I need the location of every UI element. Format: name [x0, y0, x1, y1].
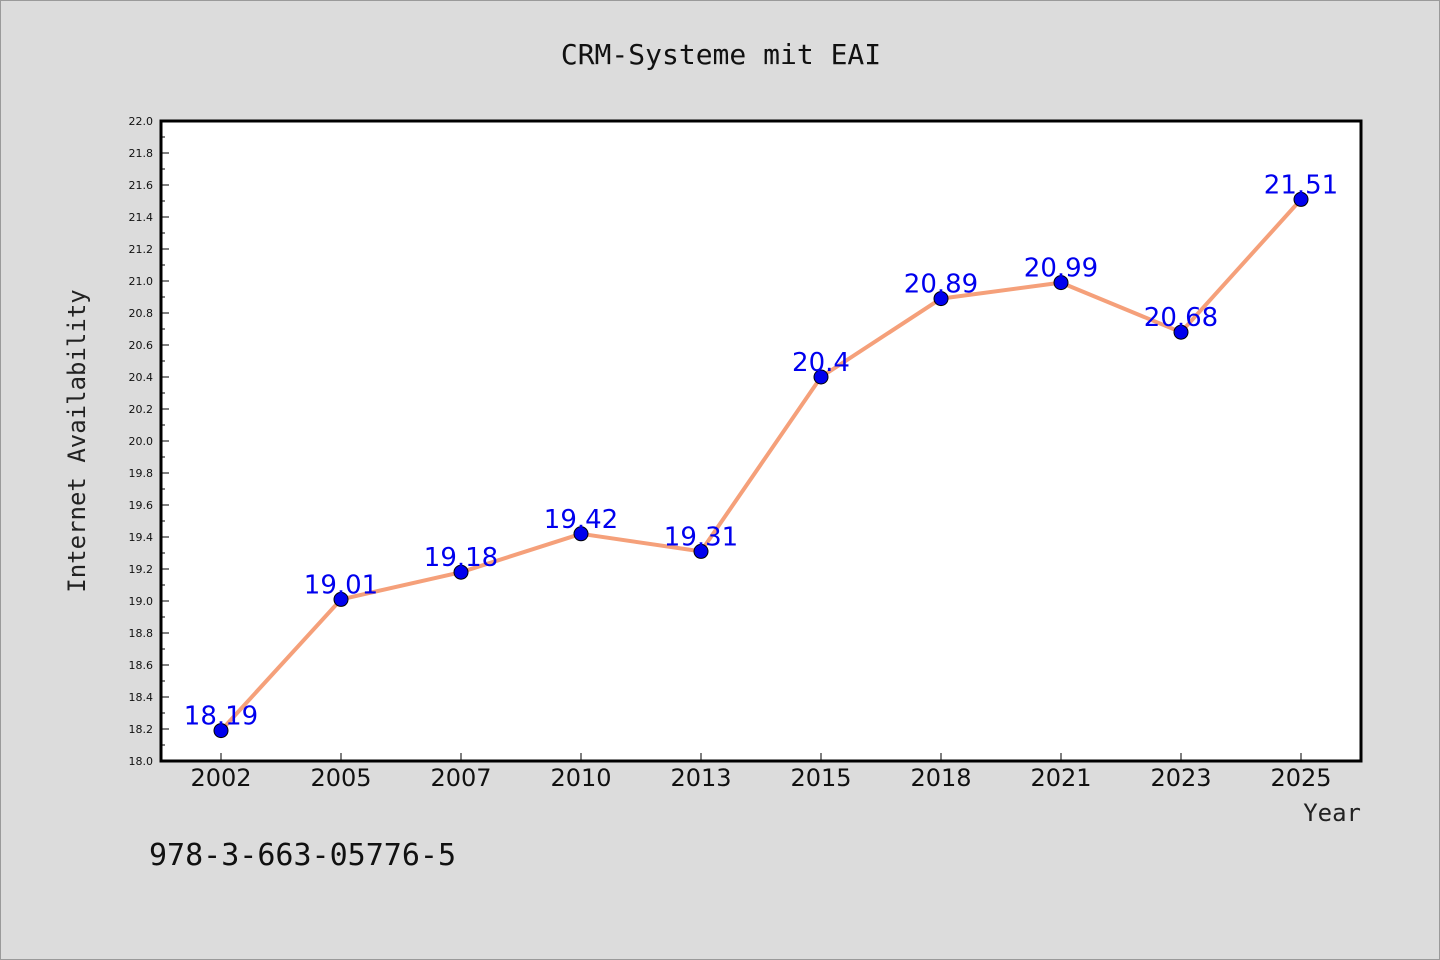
- y-tick-label: 19.4: [129, 531, 154, 544]
- data-point: [1053, 275, 1069, 291]
- y-tick-label: 21.2: [129, 243, 154, 256]
- data-label: 20.68: [1144, 303, 1218, 333]
- x-tick-label: 2010: [550, 764, 611, 792]
- y-tick-label: 19.8: [129, 467, 154, 480]
- data-point: [1173, 324, 1189, 340]
- y-tick-label: 20.4: [129, 371, 154, 384]
- data-point: [1293, 191, 1309, 207]
- data-point: [933, 291, 949, 307]
- data-label: 19.18: [424, 543, 498, 573]
- y-tick-label: 20.0: [129, 435, 154, 448]
- data-label: 20.4: [792, 348, 850, 378]
- y-tick-label: 19.2: [129, 563, 154, 576]
- data-point: [333, 591, 349, 607]
- y-tick-label: 21.6: [129, 179, 154, 192]
- data-label: 18.19: [184, 702, 258, 732]
- x-tick-label: 2005: [310, 764, 371, 792]
- data-label: 19.01: [304, 570, 378, 600]
- x-tick-label: 2002: [190, 764, 251, 792]
- series-line: [219, 197, 1303, 733]
- data-point: [813, 369, 829, 385]
- data-point: [573, 526, 589, 542]
- y-tick-label: 20.2: [129, 403, 154, 416]
- x-tick-label: 2025: [1270, 764, 1331, 792]
- data-labels: 18.19 19.01 19.18 19.42 19.31 20.4 20.89 20.99 2…: [184, 170, 1338, 731]
- x-tick-label: 2023: [1150, 764, 1211, 792]
- data-point: [693, 543, 709, 559]
- data-point: [213, 723, 229, 739]
- x-axis-label: Year: [1303, 799, 1361, 827]
- data-label: 20.99: [1024, 254, 1098, 284]
- y-tick-label: 21.4: [129, 211, 154, 224]
- y-axis-label: Internet Availability: [63, 289, 91, 592]
- x-tick-label: 2018: [910, 764, 971, 792]
- data-label: 20.89: [904, 270, 978, 300]
- y-tick-label: 18.8: [129, 627, 154, 640]
- data-label: 21.51: [1264, 170, 1338, 200]
- series-line-group: [219, 197, 1303, 733]
- y-tick-label: 18.4: [129, 691, 154, 704]
- plot-frame: [159, 119, 1363, 763]
- y-tick-label: 18.2: [129, 723, 154, 736]
- footer-isbn: 978-3-663-05776-5: [149, 838, 456, 873]
- data-label: 19.31: [664, 522, 738, 552]
- y-tick-label: 19.6: [129, 499, 154, 512]
- x-tick-label: 2021: [1030, 764, 1091, 792]
- plot-area: [161, 121, 1361, 761]
- x-axis-ticks: 2002 2005 2007 2010 2013 2015 2018 2021 2023 2025: [190, 753, 1332, 792]
- y-tick-label: 21.0: [129, 275, 154, 288]
- chart-title: CRM-Systeme mit EAI: [561, 38, 881, 71]
- y-tick-label: 21.8: [129, 147, 154, 160]
- y-axis-ticks: 18.0 18.2 18.4 18.6 18.8 19.0 19.2 19.4 19.6 19.8…: [129, 115, 169, 768]
- x-tick-label: 2007: [430, 764, 491, 792]
- y-tick-label: 18.0: [129, 755, 154, 768]
- y-tick-label: 19.0: [129, 595, 154, 608]
- x-tick-label: 2015: [790, 764, 851, 792]
- y-tick-label: 18.6: [129, 659, 154, 672]
- y-tick-label: 20.8: [129, 307, 154, 320]
- data-label: 19.42: [544, 505, 618, 535]
- y-tick-label: 20.6: [129, 339, 154, 352]
- data-point: [453, 564, 469, 580]
- y-tick-label: 22.0: [129, 115, 154, 128]
- data-points: [213, 191, 1309, 739]
- x-tick-label: 2013: [670, 764, 731, 792]
